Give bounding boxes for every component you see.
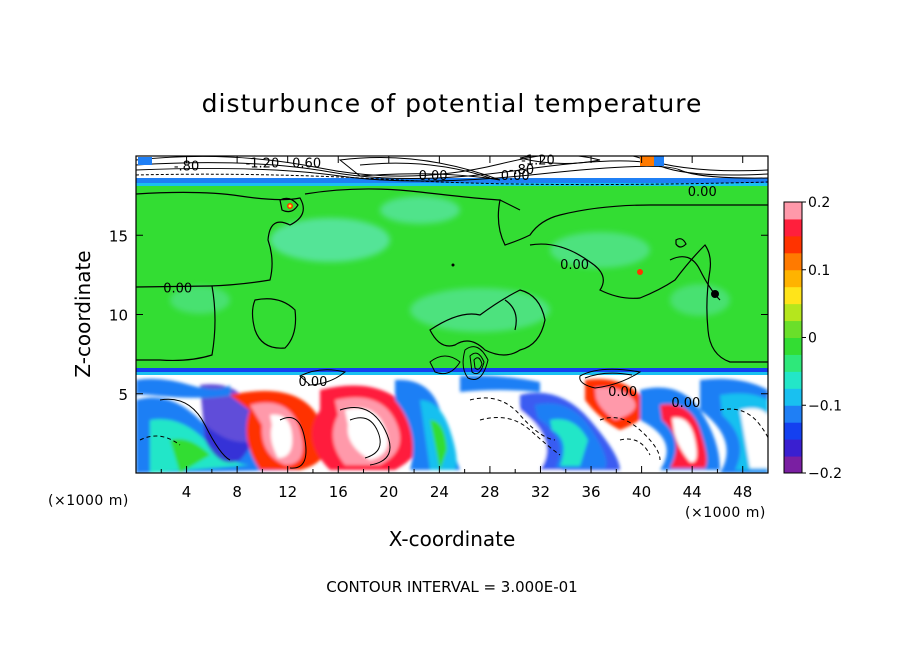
- y-tick-label: 15: [109, 227, 128, 245]
- contour-label: 0.60: [292, 157, 321, 172]
- colorbar-swatch: [784, 456, 802, 474]
- contour-label: -.80: [174, 160, 199, 175]
- colorbar-swatch: [784, 371, 802, 389]
- x-tick-label: 48: [733, 483, 752, 501]
- contour-label: 0.00: [298, 375, 327, 390]
- contour-label: 0.00: [501, 169, 530, 184]
- x-tick-label: 44: [683, 483, 702, 501]
- colorbar-swatch: [784, 337, 802, 355]
- colorbar-tick-label: 0.2: [808, 195, 830, 211]
- colorbar-swatch: [784, 422, 802, 440]
- x-unit-label: (×1000 m): [685, 505, 766, 521]
- lower-contours: [139, 346, 768, 469]
- x-tick-label: 8: [232, 483, 242, 501]
- x-tick-label: 12: [278, 483, 297, 501]
- y-tick-label: 10: [109, 307, 128, 325]
- contour-label: 0.00: [671, 396, 700, 411]
- x-tick-label: 4: [182, 483, 192, 501]
- colorbar-swatch: [784, 354, 802, 372]
- colorbar-swatch: [784, 252, 802, 271]
- colorbar-swatch: [784, 320, 802, 338]
- plot-area: [136, 156, 768, 473]
- field-upper-layer: [136, 156, 768, 370]
- x-tick-label: 36: [581, 483, 600, 501]
- colorbar-swatch: [784, 218, 802, 237]
- colorbar-swatch: [784, 269, 802, 288]
- colorbar-swatch: [784, 286, 802, 305]
- field-lower-eddies: [136, 375, 768, 473]
- contour-label: -1.20: [246, 157, 280, 172]
- chart-title: disturbunce of potential temperature: [202, 89, 703, 118]
- contour-interval-text: CONTOUR INTERVAL = 3.000E-01: [326, 578, 577, 596]
- contour-labels: 0.000.000.000.000.000.000.000.00-1.20 -1.…: [163, 153, 717, 411]
- contour-label: 0.00: [608, 385, 637, 400]
- x-tick-label: 28: [480, 483, 499, 501]
- contour-label: -1.20: [521, 153, 555, 168]
- z-unit-label: (×1000 m): [48, 493, 129, 509]
- colorbar-swatch: [784, 202, 802, 220]
- y-axis: 5 10 15: [109, 227, 768, 404]
- colorbar-tick-label: 0.1: [808, 263, 830, 279]
- contour-label: 0.00: [419, 169, 448, 184]
- colorbar-tick-label: 0: [808, 331, 817, 347]
- colorbar-swatch: [784, 388, 802, 406]
- colorbar-tick-label: −0.2: [808, 466, 842, 482]
- x-axis: 4 8 12 16 20 24 28 32 36 40 44 48: [160, 156, 752, 501]
- y-axis-label: Z-coordinate: [71, 250, 95, 377]
- colorbar-tick-label: −0.1: [808, 398, 842, 414]
- x-axis-label: X-coordinate: [389, 527, 516, 551]
- x-tick-label: 40: [632, 483, 651, 501]
- top-band-contours: [136, 156, 768, 186]
- zero-contours: [136, 188, 768, 363]
- x-tick-label: 20: [379, 483, 398, 501]
- colorbar-swatch: [784, 235, 802, 254]
- colorbar-swatch: [784, 405, 802, 423]
- x-tick-label: 24: [430, 483, 449, 501]
- x-tick-label: 32: [531, 483, 550, 501]
- contour-label: -.80: [509, 163, 534, 178]
- colorbar-swatch: [784, 439, 802, 457]
- contour-label: 0.00: [560, 258, 589, 273]
- y-tick-label: 5: [118, 386, 128, 404]
- warm-spots: [287, 203, 719, 298]
- colorbar: 0.2 0.1 0 −0.1 −0.2: [783, 195, 842, 482]
- contour-label: 0.00: [163, 282, 192, 297]
- colorbar-swatch: [784, 303, 802, 322]
- x-tick-label: 16: [329, 483, 348, 501]
- contour-label: 0.00: [688, 185, 717, 200]
